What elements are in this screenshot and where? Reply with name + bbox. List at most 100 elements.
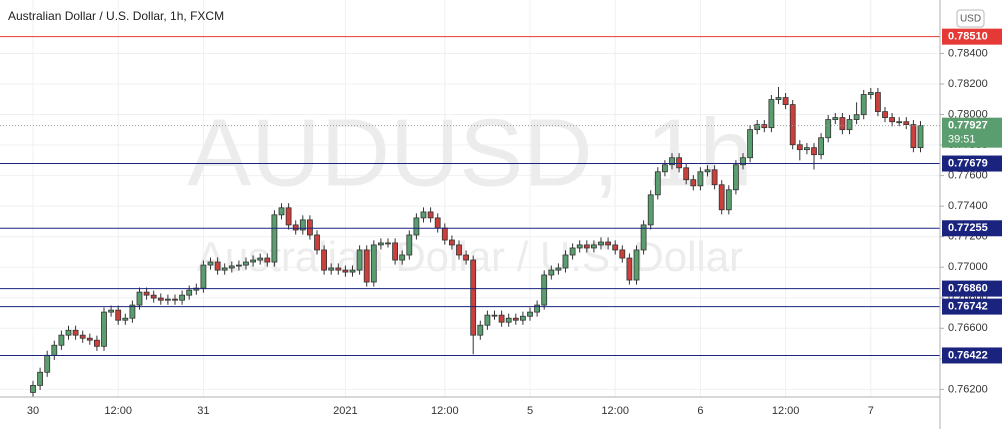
candle-body [186, 289, 193, 296]
candle-body [740, 157, 746, 166]
candle-body [534, 304, 540, 313]
level-label: 0.76742 [948, 301, 988, 313]
x-tick-label: 30 [27, 405, 39, 417]
candle-body [314, 234, 320, 251]
candle-body [725, 189, 732, 211]
candle-body [200, 264, 207, 289]
candle-body [370, 244, 377, 283]
candle-body [598, 241, 604, 246]
candle-body [157, 297, 164, 301]
x-tick-label: 12:00 [104, 405, 132, 417]
candle-body [65, 329, 72, 336]
candle-body [505, 317, 512, 323]
candle-body [647, 194, 654, 226]
candle-body [903, 121, 910, 125]
candle-body [591, 244, 597, 249]
candle-body [860, 94, 867, 116]
level-label-box [942, 220, 1002, 237]
candle-body [456, 244, 462, 256]
plot [0, 36, 940, 397]
x-tick-label: 6 [697, 405, 703, 417]
candle-body [555, 267, 562, 271]
x-tick-label: 12:00 [772, 405, 800, 417]
candle-body [172, 298, 178, 301]
candle-body [583, 244, 590, 249]
watermark-subtitle: Australian Dollar / U.S. Dollar [197, 233, 743, 280]
candle-body [676, 157, 682, 169]
candle-body [562, 254, 569, 269]
candle-body [917, 125, 924, 149]
candle-body [228, 265, 235, 269]
candle-body [108, 309, 114, 313]
candle-body [115, 309, 122, 321]
candle-body [299, 219, 306, 231]
candle-body [101, 311, 107, 347]
candle-body [399, 254, 406, 261]
candle-body [321, 249, 328, 271]
candle-body [669, 157, 675, 166]
currency[interactable]: USD [960, 14, 981, 25]
candle-body [278, 207, 285, 216]
countdown-label: 39:51 [948, 134, 976, 146]
candle-body [392, 242, 399, 261]
candle-body [79, 334, 86, 339]
candle-body [441, 227, 448, 241]
candle-body [243, 261, 249, 266]
candle-body [214, 261, 221, 271]
candle-body [569, 247, 576, 256]
candle-body [747, 129, 753, 159]
candle-body [363, 249, 370, 283]
candle-body [761, 124, 768, 129]
candle-body [811, 147, 817, 156]
candle-body [491, 314, 498, 317]
candle-body [711, 169, 718, 186]
current-price-label: 0.77927 [948, 120, 988, 132]
candle-body [683, 167, 690, 181]
candle-body [818, 137, 824, 156]
candle-body [44, 354, 51, 373]
y-tick-label: 0.78000 [948, 108, 988, 120]
candle-body [349, 269, 356, 273]
candle-body [832, 117, 839, 120]
candle-body [910, 124, 917, 149]
candle-body [804, 147, 810, 151]
candle-body [697, 171, 704, 187]
candle-body [782, 97, 789, 105]
candle-body [477, 324, 484, 336]
axis: 0.762000.764000.766000.768000.770000.772… [27, 28, 1002, 417]
candle-body [512, 317, 519, 321]
x-tick-label: 5 [527, 405, 533, 417]
candle-body [733, 164, 739, 191]
candle-body [264, 257, 271, 263]
candle-body [896, 121, 903, 124]
candle-body [427, 211, 434, 219]
current-price-box [942, 117, 1002, 148]
grid [0, 0, 940, 397]
candle-body [690, 179, 697, 187]
candle-body [413, 217, 420, 236]
candle-body [796, 144, 803, 151]
candle-body [342, 269, 349, 273]
candle-body [37, 371, 43, 386]
y-tick-label: 0.76600 [948, 322, 988, 334]
candle-body [867, 92, 874, 95]
candle-body [420, 211, 427, 219]
candle-body [335, 267, 342, 271]
candle-body [122, 317, 129, 321]
x-tick-label: 7 [868, 405, 874, 417]
candle-body [51, 344, 58, 356]
candle-body [129, 304, 136, 319]
y-tick-label: 0.77400 [948, 200, 988, 212]
candle-body [292, 224, 299, 231]
candle-body [86, 337, 93, 341]
candle-body [179, 294, 186, 301]
candle-body [520, 315, 526, 321]
level-label-box [942, 298, 1002, 315]
candle-body [633, 249, 640, 281]
candle-body [30, 384, 36, 393]
currency-box[interactable] [956, 9, 985, 28]
candle-body [605, 241, 611, 246]
candle-body [356, 249, 363, 271]
